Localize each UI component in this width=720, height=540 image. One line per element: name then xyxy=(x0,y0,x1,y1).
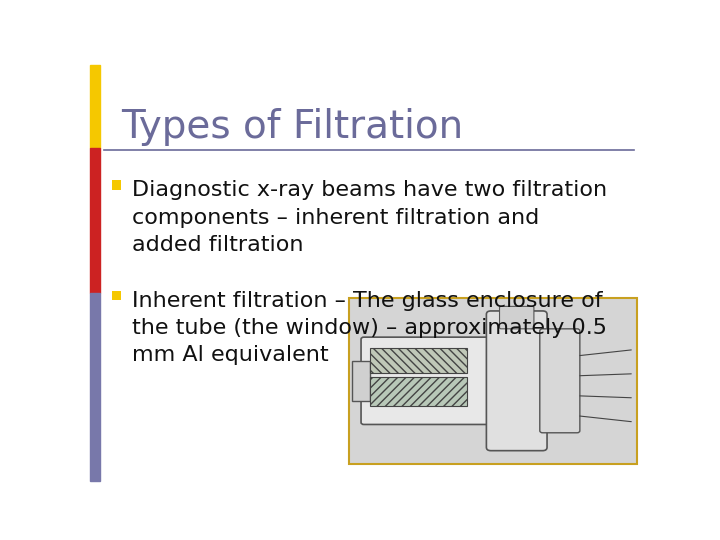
Bar xyxy=(90,293,100,481)
Bar xyxy=(112,180,121,190)
Bar xyxy=(349,298,636,464)
Text: Inherent filtration – The glass enclosure of
the tube (the window) – approximate: Inherent filtration – The glass enclosur… xyxy=(132,291,607,365)
FancyBboxPatch shape xyxy=(540,329,580,433)
Text: Diagnostic x-ray beams have two filtration
components – inherent filtration and
: Diagnostic x-ray beams have two filtrati… xyxy=(132,180,607,255)
Bar xyxy=(90,65,100,148)
Bar xyxy=(369,377,467,406)
FancyBboxPatch shape xyxy=(361,337,516,424)
FancyBboxPatch shape xyxy=(487,311,547,451)
Bar xyxy=(112,291,121,300)
FancyBboxPatch shape xyxy=(500,306,534,329)
Bar xyxy=(369,348,467,373)
Bar xyxy=(352,361,369,401)
Bar xyxy=(90,148,100,293)
Text: Types of Filtration: Types of Filtration xyxy=(121,109,463,146)
